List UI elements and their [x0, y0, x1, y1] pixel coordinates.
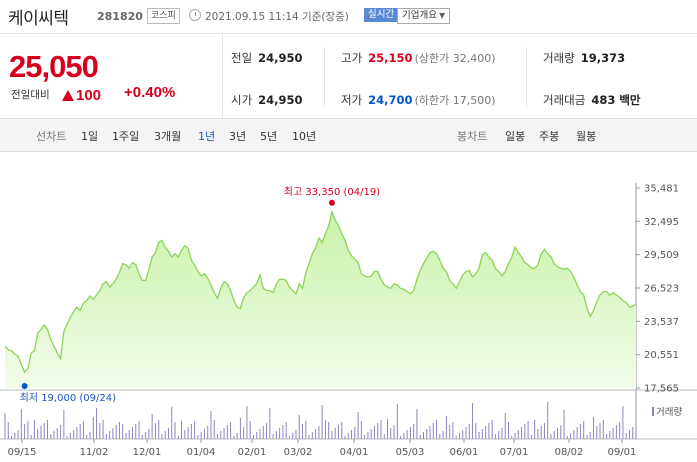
- clock-icon: [189, 9, 201, 21]
- chart-toolbar: 선차트 1일 1주일 3개월 1년 3년 5년 10년 봉차트 일봉 주봉 월봉: [0, 118, 697, 152]
- y-tick-label: 20,551: [644, 350, 679, 361]
- high-annotation: 최고 33,350 (04/19): [284, 186, 380, 198]
- candle-monthly[interactable]: 월봉: [576, 130, 597, 143]
- x-tick-label: 05/03: [396, 447, 425, 458]
- stock-code: 281820: [97, 10, 143, 23]
- stock-header: 케이씨텍 281820 코스피 2021.09.15 11:14 기준(장중) …: [0, 0, 697, 34]
- price-change: 100: [62, 87, 101, 104]
- price-chart[interactable]: 35,481 32,495 29,509 26,523 23,537 20,551 17,5…: [0, 153, 697, 462]
- chevron-down-icon: ▼: [438, 11, 446, 20]
- low-label: 저가: [341, 93, 363, 107]
- market-badge: 코스피: [147, 8, 180, 24]
- volume-value: 19,373: [580, 51, 626, 65]
- period-1w[interactable]: 1주일: [112, 130, 140, 143]
- x-tick-label: 07/01: [500, 447, 529, 458]
- y-tick-label: 35,481: [644, 184, 679, 195]
- line-chart-label: 선차트: [36, 130, 67, 143]
- x-tick-label: 06/01: [450, 447, 479, 458]
- x-tick-label: 03/02: [284, 447, 313, 458]
- low-marker: [21, 382, 28, 389]
- stat-high: 고가 25,150 (상한가 32,400): [341, 50, 496, 66]
- stat-prev-close: 전일 24,950: [231, 50, 303, 66]
- stat-trade-value: 거래대금 483 백만: [543, 92, 641, 108]
- open-value: 24,950: [258, 93, 303, 107]
- x-tick-label: 04/01: [340, 447, 369, 458]
- prev-close-value: 24,950: [258, 51, 303, 65]
- candle-daily[interactable]: 일봉: [505, 130, 526, 143]
- volume-legend: 거래량: [656, 406, 682, 418]
- up-arrow-icon: [62, 90, 74, 101]
- price-area: [5, 211, 636, 388]
- upper-limit: (상한가 32,400): [414, 52, 496, 65]
- low-annotation: 최저 19,000 (09/24): [20, 392, 116, 404]
- x-tick-label: 02/01: [238, 447, 267, 458]
- high-value: 25,150: [368, 51, 413, 65]
- y-tick-label: 32,495: [644, 217, 679, 228]
- y-tick-label: 17,565: [644, 384, 679, 395]
- open-label: 시가: [231, 93, 253, 107]
- period-3y[interactable]: 3년: [229, 130, 247, 143]
- stat-low: 저가 24,700 (하한가 17,500): [341, 92, 496, 108]
- low-value: 24,700: [368, 93, 413, 107]
- current-price: 25,050: [9, 49, 99, 84]
- x-tick-label: 08/02: [555, 447, 584, 458]
- volume-legend-swatch: [652, 407, 654, 416]
- y-tick-label: 26,523: [644, 284, 679, 295]
- period-10y[interactable]: 10년: [292, 130, 317, 143]
- trade-value: 483 백만: [591, 93, 641, 107]
- candle-chart-label: 봉차트: [457, 130, 488, 143]
- company-info-label: 기업개요: [402, 10, 437, 21]
- price-chart-svg[interactable]: 35,481 32,495 29,509 26,523 23,537 20,551 17,5…: [0, 153, 697, 462]
- stat-open: 시가 24,950: [231, 92, 303, 108]
- price-summary: 25,050 전일대비 100 +0.40%: [0, 35, 222, 117]
- quote-datetime: 2021.09.15 11:14 기준(장중): [205, 11, 349, 23]
- candle-weekly[interactable]: 주봉: [539, 130, 560, 143]
- period-1d[interactable]: 1일: [81, 130, 99, 143]
- period-5y[interactable]: 5년: [260, 130, 278, 143]
- change-label: 전일대비: [11, 89, 50, 101]
- x-tick-label: 11/02: [80, 447, 109, 458]
- realtime-badge[interactable]: 실시간: [364, 8, 399, 22]
- period-1y[interactable]: 1년: [198, 130, 216, 143]
- company-info-button[interactable]: 기업개요 ▼: [397, 8, 451, 24]
- trade-value-label: 거래대금: [543, 93, 586, 107]
- lower-limit: (하한가 17,500): [414, 94, 496, 107]
- y-tick-label: 29,509: [644, 250, 679, 261]
- high-label: 고가: [341, 51, 363, 65]
- prev-close-label: 전일: [231, 51, 253, 65]
- x-tick-label: 09/01: [608, 447, 637, 458]
- stats-divider: [324, 47, 325, 107]
- y-tick-label: 23,537: [644, 317, 679, 328]
- stats-divider: [526, 47, 527, 107]
- x-tick-label: 09/15: [8, 447, 37, 458]
- stat-volume: 거래량 19,373: [543, 50, 625, 66]
- x-tick-label: 12/01: [133, 447, 162, 458]
- price-line: [4, 209, 637, 374]
- stock-name: 케이씨텍: [8, 9, 69, 29]
- volume-label: 거래량: [543, 51, 575, 65]
- change-percent: +0.40%: [124, 84, 176, 101]
- change-value: 100: [76, 87, 102, 104]
- price-stats: 전일 24,950 고가 25,150 (상한가 32,400) 거래량 19,373 …: [222, 35, 697, 117]
- x-tick-label: 01/04: [187, 447, 216, 458]
- high-marker: [328, 199, 335, 206]
- period-3m[interactable]: 3개월: [154, 130, 182, 143]
